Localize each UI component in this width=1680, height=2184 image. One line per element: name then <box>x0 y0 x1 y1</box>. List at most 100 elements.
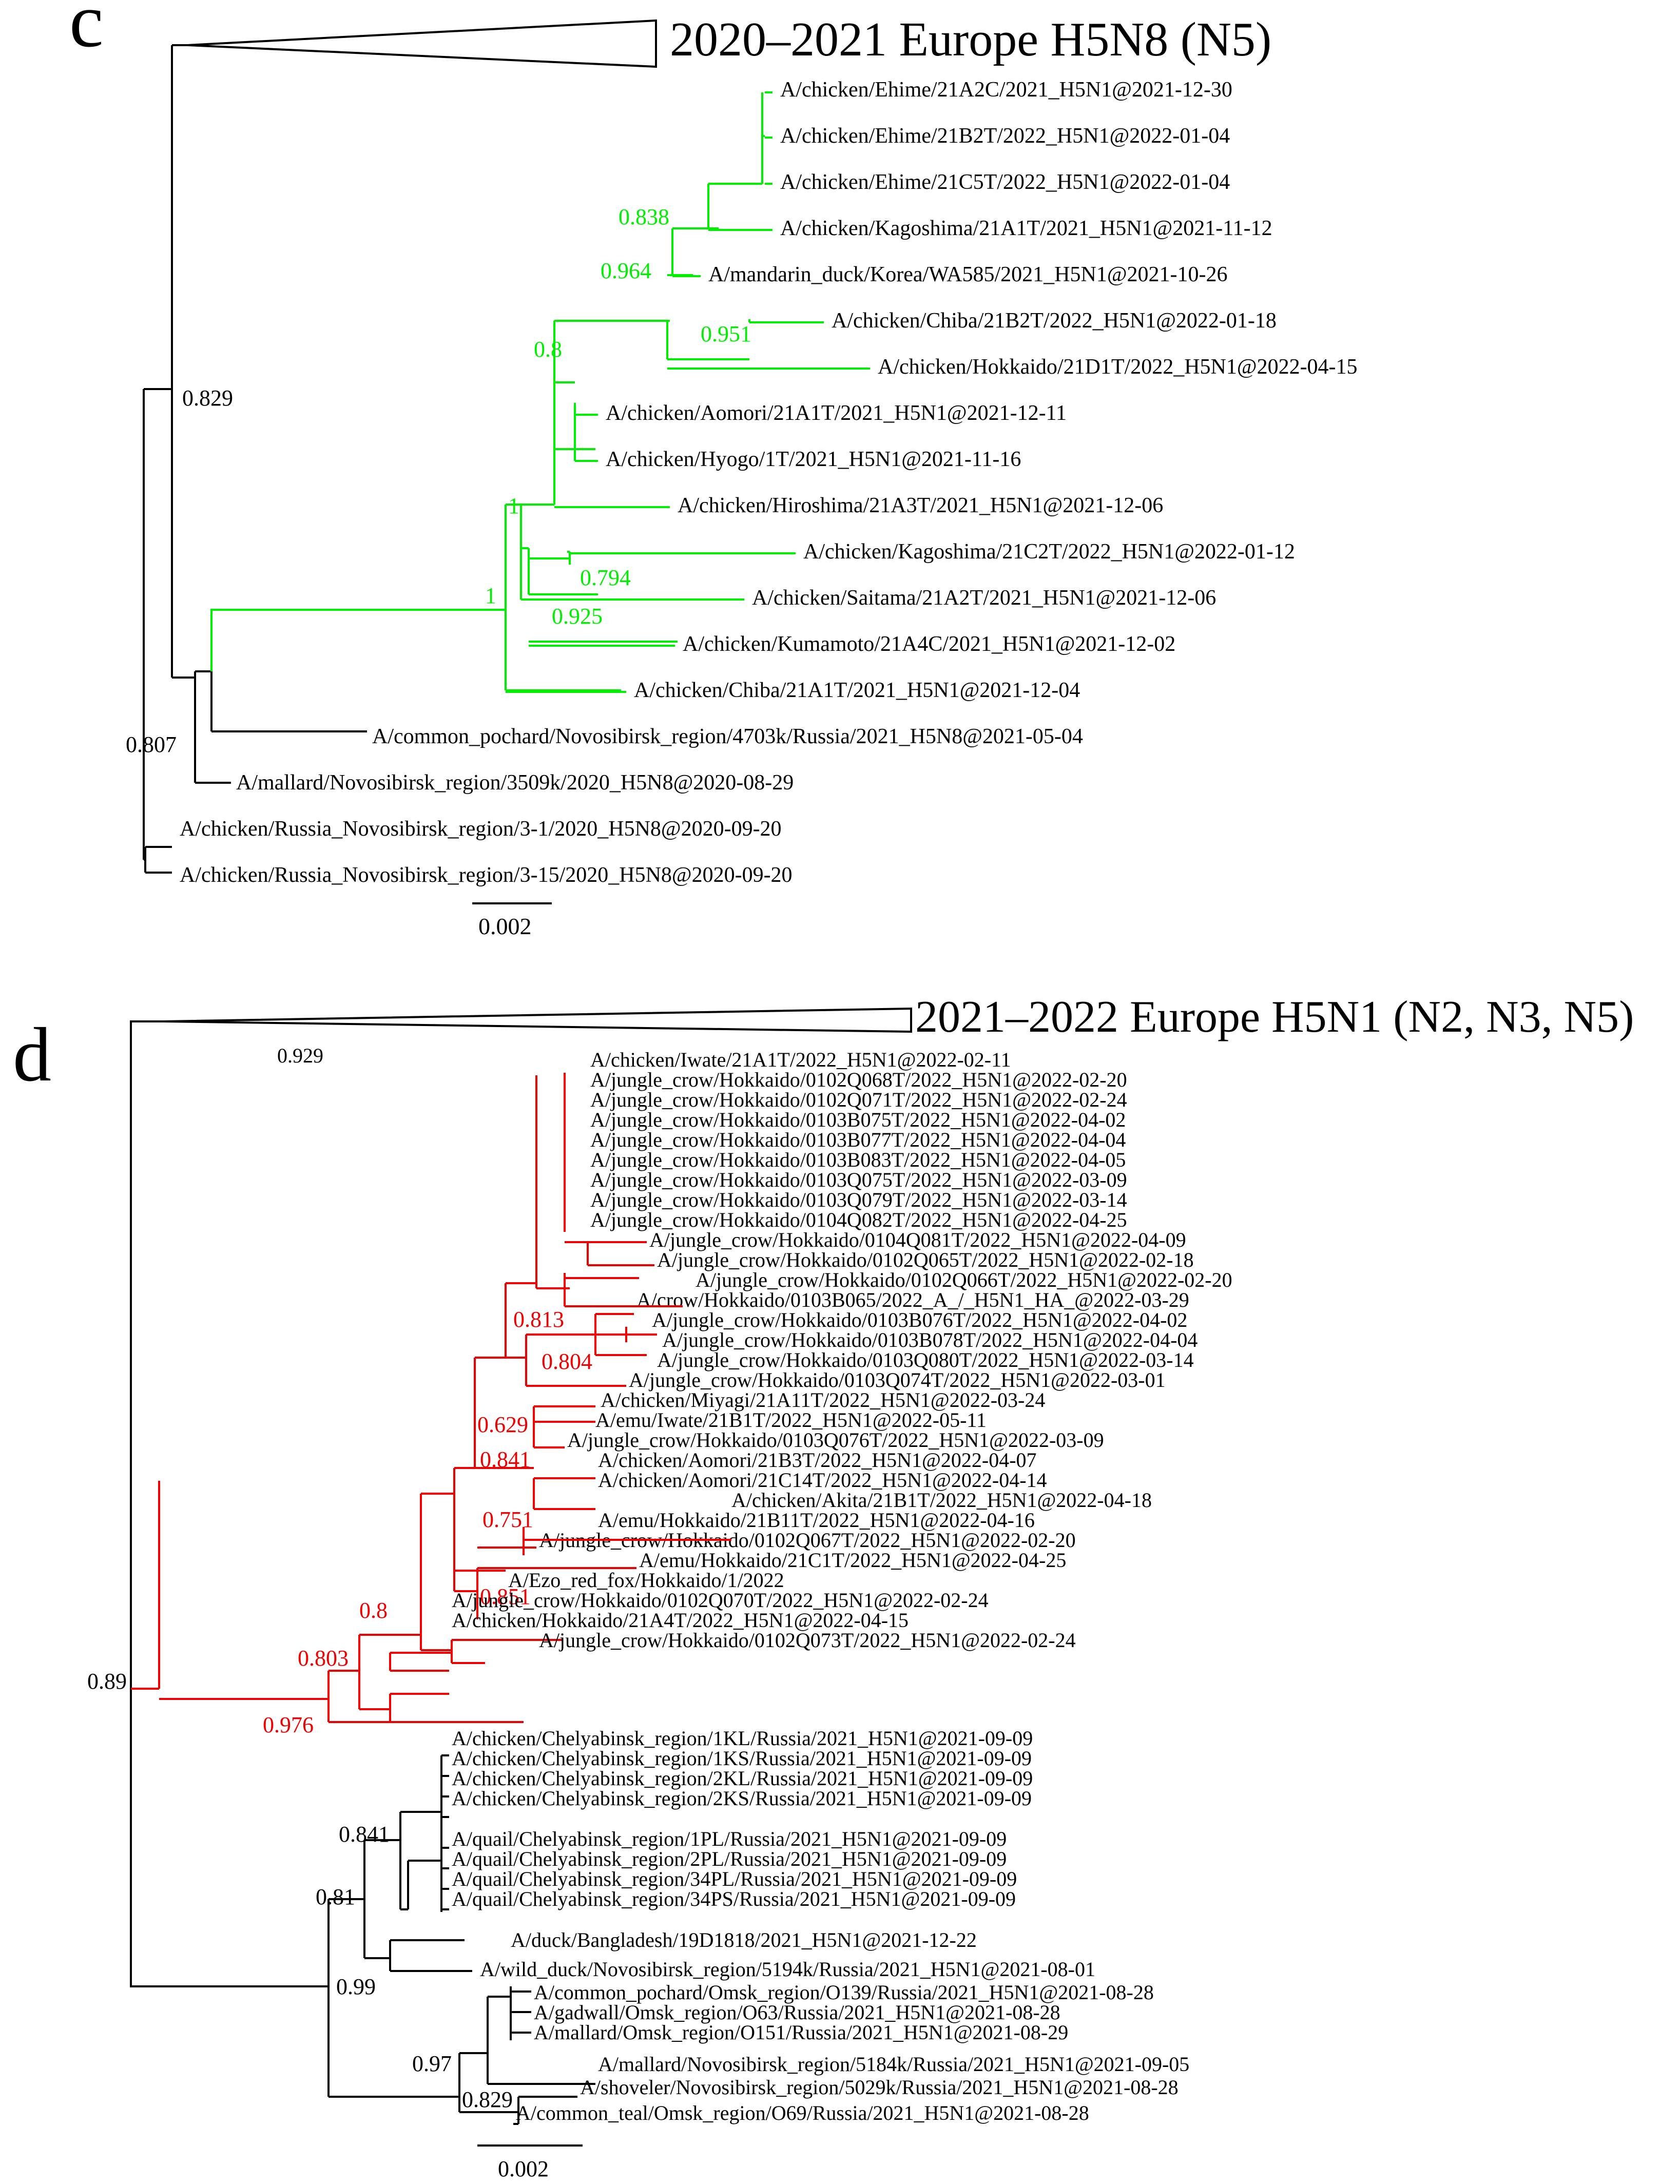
taxon-label: A/jungle_crow/Hokkaido/0103B076T/2022_H5… <box>652 1308 1187 1331</box>
taxon-label: A/chicken/Chiba/21B2T/2022_H5N1@2022-01-… <box>832 309 1277 333</box>
panel-d-support: 0.804 <box>542 1349 592 1374</box>
panel-d-support: 0.751 <box>482 1507 533 1532</box>
taxon-label: A/mallard/Novosibirsk_region/3509k/2020_… <box>236 771 794 795</box>
taxon-label: A/jungle_crow/Hokkaido/0103Q074T/2022_H5… <box>629 1368 1166 1391</box>
taxon-label: A/chicken/Hokkaido/21D1T/2022_H5N1@2022-… <box>878 355 1358 379</box>
taxon-label: A/shoveler/Novosibirsk_region/5029k/Russ… <box>580 2076 1179 2099</box>
taxon-label: A/jungle_crow/Hokkaido/0102Q070T/2022_H5… <box>452 1589 989 1612</box>
panel-c-support: 1 <box>485 583 496 608</box>
panel-d-tree: d 2021–2022 Europe H5N1 (N2, N3, N5) 0.9… <box>13 992 1634 2181</box>
panel-c-support: 0.807 <box>126 732 177 757</box>
panel-c-support: 1 <box>508 493 519 518</box>
taxon-label: A/jungle_crow/Hokkaido/0103Q079T/2022_H5… <box>590 1188 1127 1211</box>
taxon-label: A/chicken/Aomori/21A1T/2021_H5N1@2021-12… <box>606 401 1067 425</box>
taxon-label: A/chicken/Miyagi/21A11T/2022_H5N1@2022-0… <box>601 1388 1045 1412</box>
taxon-label: A/emu/Iwate/21B1T/2022_H5N1@2022-05-11 <box>595 1408 987 1432</box>
taxon-label: A/crow/Hokkaido/0103B065/2022_A_/_H5N1_H… <box>636 1288 1189 1311</box>
panel-c-taxa: A/chicken/Ehime/21A2C/2021_H5N1@2021-12-… <box>180 78 1358 887</box>
panel-d-support: 0.803 <box>298 1646 349 1671</box>
taxon-label: A/jungle_crow/Hokkaido/0102Q068T/2022_H5… <box>590 1068 1127 1091</box>
taxon-label: A/chicken/Akita/21B1T/2022_H5N1@2022-04-… <box>731 1489 1152 1512</box>
panel-d-support: 0.81 <box>316 1884 355 1909</box>
taxon-label: A/common_pochard/Omsk_region/O139/Russia… <box>534 1981 1154 2004</box>
taxon-label: A/jungle_crow/Hokkaido/0102Q073T/2022_H5… <box>539 1629 1076 1652</box>
taxon-label: A/chicken/Hyogo/1T/2021_H5N1@2021-11-16 <box>606 448 1021 471</box>
panel-d-taxa: A/chicken/Iwate/21A1T/2022_H5N1@2022-02-… <box>452 1048 1232 2124</box>
taxon-label: A/chicken/Kagoshima/21C2T/2022_H5N1@2022… <box>803 540 1295 564</box>
taxon-label: A/mallard/Novosibirsk_region/5184k/Russi… <box>598 2053 1189 2076</box>
taxon-label: A/common_pochard/Novosibirsk_region/4703… <box>372 725 1083 748</box>
taxon-label: A/jungle_crow/Hokkaido/0103B078T/2022_H5… <box>662 1328 1198 1351</box>
taxon-label: A/chicken/Aomori/21B3T/2022_H5N1@2022-04… <box>598 1448 1037 1472</box>
panel-d-backbone-branches <box>130 1020 519 2124</box>
taxon-label: A/jungle_crow/Hokkaido/0103B077T/2022_H5… <box>590 1128 1126 1151</box>
taxon-label: A/quail/Chelyabinsk_region/34PS/Russia/2… <box>452 1887 1016 1910</box>
panel-c-collapsed-clade <box>187 19 657 68</box>
taxon-label: A/chicken/Saitama/21A2T/2021_H5N1@2021-1… <box>752 586 1216 610</box>
panel-c-green-tip-branches <box>506 91 870 693</box>
taxon-label: A/chicken/Chelyabinsk_region/2KL/Russia/… <box>452 1767 1033 1790</box>
taxon-label: A/jungle_crow/Hokkaido/0103B075T/2022_H5… <box>590 1108 1126 1131</box>
taxon-label: A/emu/Hokkaido/21B11T/2022_H5N1@2022-04-… <box>598 1509 1035 1532</box>
taxon-label: A/chicken/Chelyabinsk_region/2KS/Russia/… <box>452 1787 1032 1810</box>
taxon-label: A/common_teal/Omsk_region/O69/Russia/202… <box>516 2101 1089 2124</box>
taxon-label: A/jungle_crow/Hokkaido/0104Q081T/2022_H5… <box>649 1228 1186 1251</box>
taxon-label: A/quail/Chelyabinsk_region/1PL/Russia/20… <box>452 1827 1007 1850</box>
taxon-label: A/jungle_crow/Hokkaido/0103Q080T/2022_H5… <box>657 1348 1194 1371</box>
taxon-label: A/chicken/Kagoshima/21A1T/2021_H5N1@2021… <box>780 217 1272 240</box>
panel-d-support: 0.813 <box>513 1307 564 1332</box>
panel-c-backbone-branches <box>143 44 367 874</box>
taxon-label: A/jungle_crow/Hokkaido/0103Q076T/2022_H5… <box>567 1428 1104 1452</box>
panel-d-collapsed-clade <box>163 1007 912 1033</box>
taxon-label: A/chicken/Russia_Novosibirsk_region/3-1/… <box>180 817 782 841</box>
taxon-label: A/jungle_crow/Hokkaido/0102Q071T/2022_H5… <box>590 1088 1127 1111</box>
taxon-label: A/jungle_crow/Hokkaido/0103B083T/2022_H5… <box>590 1148 1126 1171</box>
taxon-label: A/chicken/Hiroshima/21A3T/2021_H5N1@2021… <box>678 494 1163 517</box>
taxon-label: A/mandarin_duck/Korea/WA585/2021_H5N1@20… <box>708 263 1228 286</box>
panel-c-tree: c 2020–2021 Europe H5N8 (N5) <box>69 0 1358 939</box>
panel-d-clade-title: 2021–2022 Europe H5N1 (N2, N3, N5) <box>915 992 1634 1042</box>
panel-d-support: 0.97 <box>412 2051 452 2076</box>
panel-c-support: 0.838 <box>619 204 669 229</box>
taxon-label: A/jungle_crow/Hokkaido/0102Q066T/2022_H5… <box>696 1268 1232 1291</box>
panel-c-support: 0.829 <box>182 385 233 411</box>
panel-d-letter: d <box>13 1012 51 1097</box>
panel-d-black-tip-branches <box>441 1754 595 2125</box>
taxon-label: A/duck/Bangladesh/19D1818/2021_H5N1@2021… <box>511 1928 977 1951</box>
panel-d-support: 0.851 <box>480 1584 531 1609</box>
taxon-label: A/gadwall/Omsk_region/O63/Russia/2021_H5… <box>534 2001 1060 2024</box>
panel-d-support: 0.629 <box>477 1412 528 1437</box>
taxon-label: A/quail/Chelyabinsk_region/34PL/Russia/2… <box>452 1867 1017 1890</box>
taxon-label: A/wild_duck/Novosibirsk_region/5194k/Rus… <box>480 1958 1095 1981</box>
panel-d-support: 0.99 <box>336 1974 376 1999</box>
panel-c-letter: c <box>69 0 104 63</box>
panel-d-scale-label: 0.002 <box>498 2156 549 2181</box>
panel-c-support: 0.794 <box>580 565 631 590</box>
panel-d-red-tip-branches <box>389 1073 731 1695</box>
taxon-label: A/mallard/Omsk_region/O151/Russia/2021_H… <box>534 2021 1068 2044</box>
panel-c-support: 0.964 <box>601 258 651 283</box>
taxon-label: A/chicken/Chelyabinsk_region/1KS/Russia/… <box>452 1747 1032 1770</box>
taxon-label: A/chicken/Aomori/21C14T/2022_H5N1@2022-0… <box>598 1468 1047 1492</box>
panel-d-support: 0.976 <box>263 1712 314 1737</box>
taxon-label: A/chicken/Russia_Novosibirsk_region/3-15… <box>180 863 793 887</box>
panel-c-scale-label: 0.002 <box>478 913 532 939</box>
panel-d-support: 0.89 <box>87 1669 127 1694</box>
panel-d-support: 0.929 <box>277 1044 323 1067</box>
taxon-label: A/quail/Chelyabinsk_region/2PL/Russia/20… <box>452 1847 1007 1870</box>
panel-d-support: 0.829 <box>462 2087 513 2112</box>
taxon-label: A/chicken/Chiba/21A1T/2021_H5N1@2021-12-… <box>634 679 1080 702</box>
taxon-label: A/chicken/Ehime/21C5T/2022_H5N1@2022-01-… <box>780 170 1230 194</box>
taxon-label: A/chicken/Kumamoto/21A4C/2021_H5N1@2021-… <box>683 632 1175 656</box>
taxon-label: A/jungle_crow/Hokkaido/0103Q075T/2022_H5… <box>590 1168 1127 1191</box>
taxon-label: A/Ezo_red_fox/Hokkaido/1/2022 <box>508 1569 784 1592</box>
taxon-label: A/jungle_crow/Hokkaido/0102Q065T/2022_H5… <box>657 1248 1194 1271</box>
taxon-label: A/emu/Hokkaido/21C1T/2022_H5N1@2022-04-2… <box>639 1549 1066 1572</box>
panel-c-support: 0.925 <box>552 604 603 629</box>
taxon-label: A/chicken/Ehime/21B2T/2022_H5N1@2022-01-… <box>780 124 1230 148</box>
panel-d-support: 0.8 <box>359 1598 388 1623</box>
panel-c-support: 0.951 <box>701 321 751 346</box>
panel-c-support: 0.8 <box>534 337 562 362</box>
taxon-label: A/chicken/Chelyabinsk_region/1KL/Russia/… <box>452 1727 1033 1750</box>
